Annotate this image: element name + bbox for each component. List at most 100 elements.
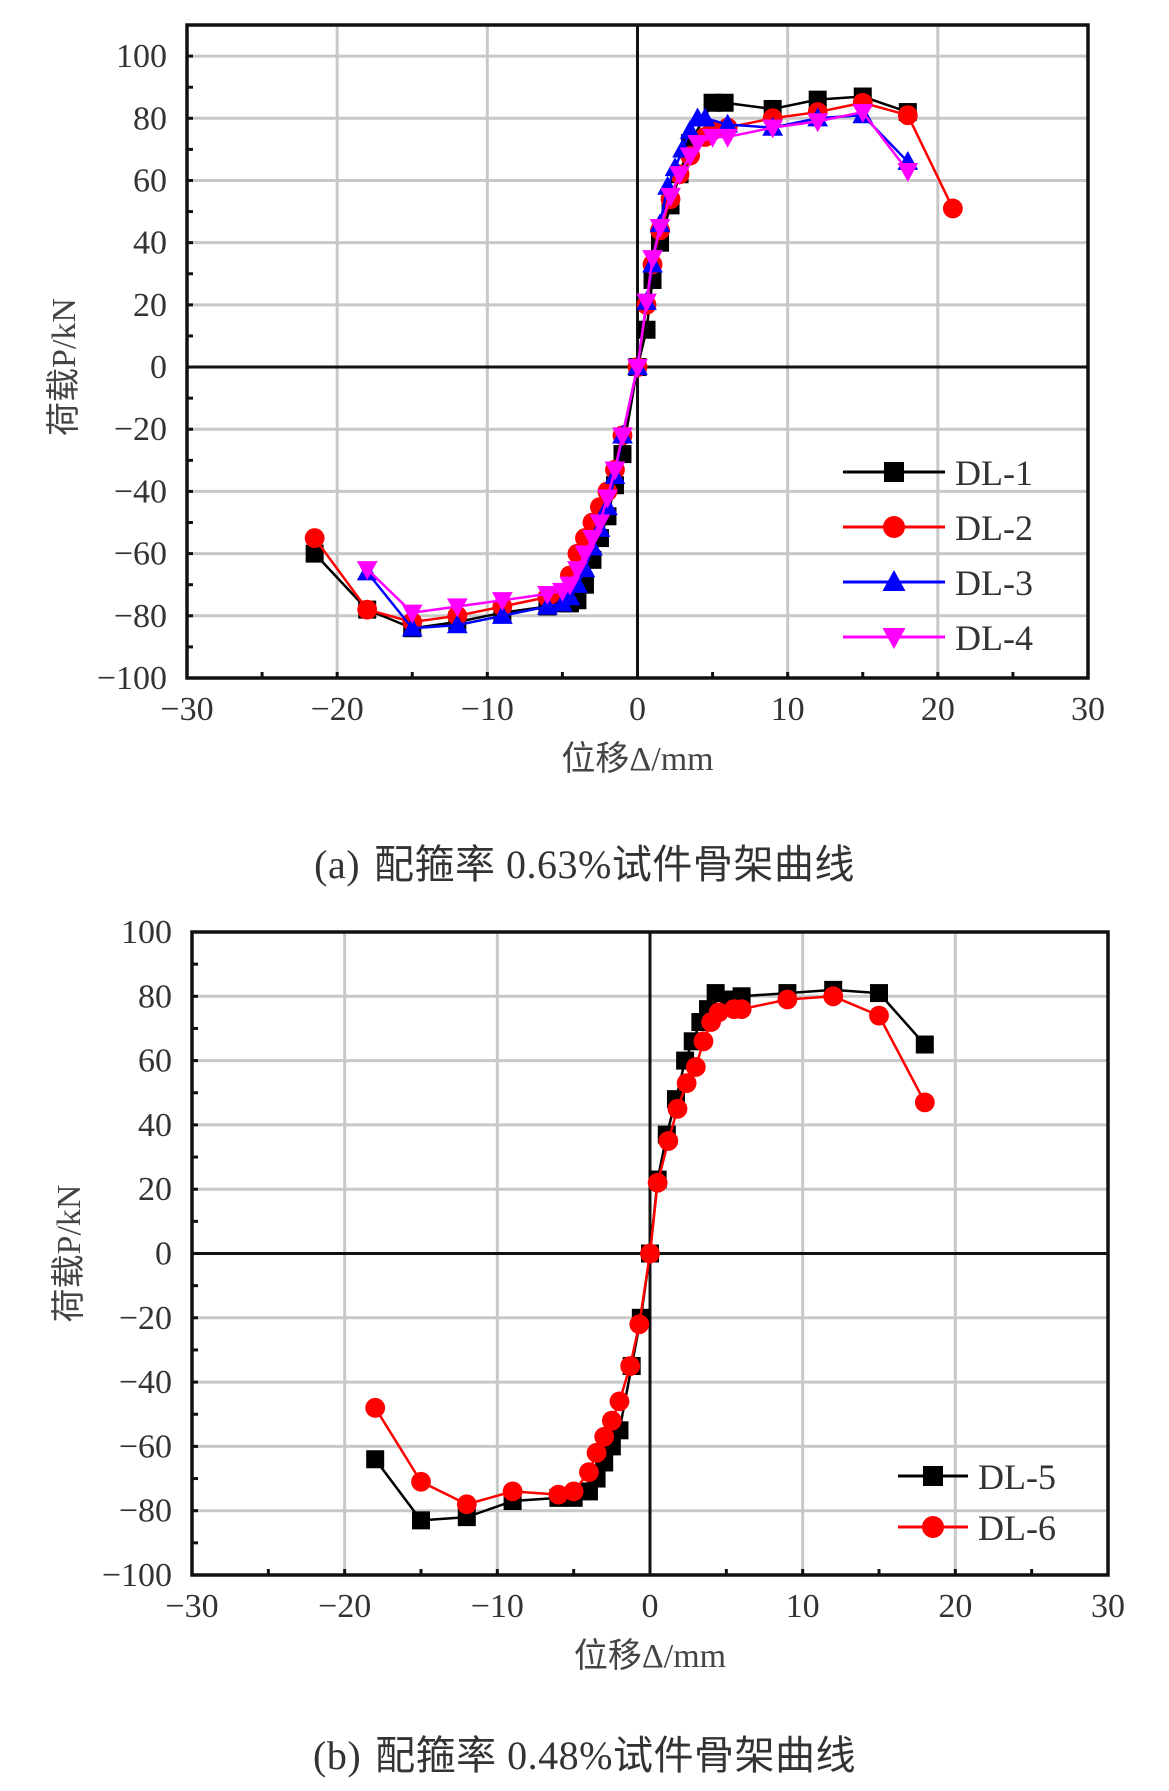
y-axis-title: 荷载P/kN bbox=[50, 1185, 88, 1323]
circle-marker-icon bbox=[456, 1494, 477, 1515]
circle-marker-icon bbox=[693, 1031, 714, 1052]
y-tick-label: 40 bbox=[138, 1107, 172, 1144]
legend-triangle-up-icon bbox=[882, 570, 906, 591]
triangle-down-marker-icon bbox=[762, 119, 783, 139]
x-tick-label: −30 bbox=[160, 691, 213, 728]
triangle-down-marker-icon bbox=[897, 163, 919, 182]
triangle-down-marker-icon bbox=[589, 514, 611, 534]
x-axis-title: 位移Δ/mm bbox=[561, 740, 713, 778]
circle-marker-icon bbox=[411, 1471, 431, 1492]
triangle-up-marker-icon bbox=[492, 605, 513, 624]
circle-marker-icon bbox=[620, 1356, 641, 1376]
y-tick-label: 100 bbox=[121, 914, 172, 951]
x-tick-label: −10 bbox=[471, 1588, 524, 1625]
circle-marker-icon bbox=[777, 989, 798, 1010]
circle-marker-icon bbox=[586, 1442, 607, 1463]
tick-labels: −30 −20 −10 0 10 20 30−100−80−60−40−2002040608… bbox=[97, 38, 1105, 728]
legend-circle-icon bbox=[922, 1516, 944, 1538]
circle-marker-icon bbox=[502, 1481, 523, 1502]
y-tick-label: 0 bbox=[150, 349, 167, 386]
circle-marker-icon bbox=[897, 105, 918, 126]
triangle-down-marker-icon bbox=[669, 166, 690, 186]
square-marker-icon bbox=[706, 984, 725, 1003]
triangle-down-marker-icon bbox=[687, 135, 708, 154]
y-tick-label: −20 bbox=[114, 411, 167, 448]
x-tick-label: 0 bbox=[642, 1588, 659, 1625]
circle-marker-icon bbox=[609, 1391, 630, 1412]
triangle-up-marker-icon bbox=[559, 586, 581, 606]
circle-marker-icon bbox=[579, 1462, 599, 1483]
legend-square-icon bbox=[884, 462, 904, 482]
triangle-up-marker-icon bbox=[717, 113, 738, 133]
x-tick-label: 20 bbox=[938, 1588, 972, 1625]
triangle-down-marker-icon bbox=[702, 128, 723, 148]
legend-circle-icon bbox=[883, 516, 905, 538]
triangle-down-marker-icon bbox=[559, 576, 581, 596]
legend-triangle-down-icon bbox=[882, 628, 906, 649]
x-tick-label: 10 bbox=[786, 1588, 820, 1625]
triangle-down-marker-icon bbox=[574, 545, 596, 565]
circle-marker-icon bbox=[869, 1005, 889, 1026]
y-tick-label: 0 bbox=[155, 1236, 172, 1273]
caption-a-text: 配箍率 0.63%试件骨架曲线 bbox=[374, 842, 855, 887]
circle-marker-icon bbox=[563, 1481, 584, 1502]
circle-marker-icon bbox=[914, 1092, 935, 1113]
legend-label: DL-1 bbox=[955, 453, 1033, 493]
y-tick-label: −40 bbox=[114, 473, 167, 510]
legend: DL-5 DL-6 bbox=[898, 1457, 1056, 1548]
square-marker-icon bbox=[870, 984, 888, 1003]
y-tick-label: 100 bbox=[116, 38, 167, 75]
y-tick-label: −80 bbox=[119, 1493, 172, 1530]
square-marker-icon bbox=[637, 320, 656, 339]
legend-label: DL-5 bbox=[978, 1457, 1056, 1497]
square-marker-icon bbox=[305, 544, 324, 563]
circle-marker-icon bbox=[647, 1172, 668, 1193]
circle-marker-icon bbox=[658, 1131, 679, 1151]
y-tick-label: 20 bbox=[138, 1171, 172, 1208]
triangle-down-marker-icon bbox=[446, 598, 468, 618]
caption-a: (a) 配箍率 0.63%试件骨架曲线 bbox=[0, 832, 1169, 890]
triangle-down-marker-icon bbox=[492, 592, 513, 612]
chart-a-skeleton-curves: −30 −20 −10 0 10 20 30−100−80−60−40−2002040608… bbox=[45, 23, 1105, 778]
triangle-up-marker-icon bbox=[401, 617, 423, 637]
circle-marker-icon bbox=[942, 198, 963, 219]
x-tick-label: 10 bbox=[771, 691, 805, 728]
triangle-down-marker-icon bbox=[604, 461, 626, 481]
y-tick-label: 20 bbox=[133, 287, 167, 324]
legend-label: DL-6 bbox=[978, 1508, 1056, 1548]
y-tick-label: 40 bbox=[133, 225, 167, 262]
y-tick-label: 60 bbox=[133, 162, 167, 199]
x-tick-label: −30 bbox=[165, 1588, 218, 1625]
y-tick-label: 80 bbox=[138, 978, 172, 1015]
circle-marker-icon bbox=[667, 1098, 688, 1119]
square-marker-icon bbox=[412, 1511, 430, 1530]
triangle-down-marker-icon bbox=[401, 604, 423, 624]
legend-item-dl-4: DL-4 bbox=[843, 618, 1033, 658]
circle-marker-icon bbox=[640, 1243, 660, 1264]
triangle-down-marker-icon bbox=[356, 561, 378, 580]
figure-a: −30 −20 −10 0 10 20 30 −100 −80 −60 −40 −20 0 20 40 60 8… bbox=[0, 23, 1169, 890]
legend-label: DL-3 bbox=[955, 563, 1033, 603]
triangle-down-marker-icon bbox=[717, 128, 738, 148]
triangle-down-marker-icon bbox=[636, 293, 657, 313]
triangle-down-marker-icon bbox=[852, 103, 874, 123]
x-tick-label: −20 bbox=[318, 1588, 371, 1625]
circle-marker-icon bbox=[304, 528, 325, 548]
circle-marker-icon bbox=[365, 1397, 386, 1418]
triangle-down-marker-icon bbox=[660, 187, 681, 207]
x-tick-label: 30 bbox=[1091, 1588, 1125, 1625]
triangle-down-marker-icon bbox=[597, 489, 618, 509]
y-axis-title: 荷载P/kN bbox=[45, 298, 83, 436]
y-tick-label: −20 bbox=[119, 1300, 172, 1337]
x-axis-title: 位移Δ/mm bbox=[574, 1637, 726, 1675]
circle-marker-icon bbox=[629, 1314, 650, 1335]
square-marker-icon bbox=[915, 1035, 934, 1054]
axis-ticks bbox=[192, 962, 1034, 1575]
triangle-down-marker-icon bbox=[627, 358, 648, 378]
circle-marker-icon bbox=[594, 1426, 615, 1447]
x-tick-label: −10 bbox=[461, 691, 514, 728]
triangle-up-marker-icon bbox=[679, 119, 701, 139]
triangle-down-marker-icon bbox=[642, 250, 663, 270]
legend-square-icon bbox=[923, 1466, 943, 1486]
triangle-up-marker-icon bbox=[694, 107, 716, 127]
